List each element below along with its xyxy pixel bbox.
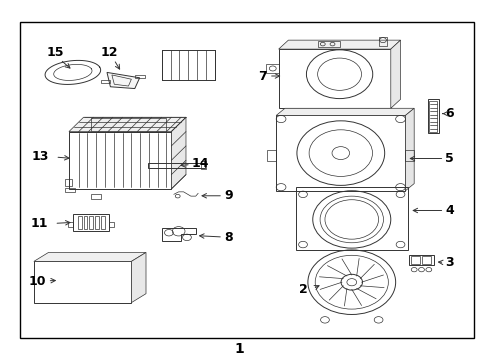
Polygon shape [171,117,185,189]
Bar [278,49,390,108]
Polygon shape [69,117,185,132]
Text: 4: 4 [445,204,453,217]
Text: 11: 11 [31,217,48,230]
Polygon shape [131,252,146,303]
Bar [200,161,206,169]
Bar [65,179,72,186]
Bar [89,216,93,229]
Polygon shape [278,40,400,49]
Polygon shape [276,108,413,116]
Bar [109,222,114,227]
Bar [34,261,131,303]
Text: 3: 3 [445,256,453,269]
Bar [73,214,109,231]
Bar [266,64,278,73]
Bar [410,256,419,264]
Text: 14: 14 [191,157,209,170]
Text: 12: 12 [100,46,118,59]
Text: 5: 5 [445,152,453,165]
Polygon shape [405,108,413,191]
Bar [267,150,276,161]
Bar [408,255,433,265]
Bar [295,187,407,250]
Bar [20,22,473,338]
Bar [378,37,386,45]
Polygon shape [107,72,140,89]
Bar [91,194,101,199]
Text: 8: 8 [224,231,232,244]
Bar [68,222,73,227]
Polygon shape [390,40,400,108]
Text: 7: 7 [257,69,266,82]
Bar [148,163,205,168]
Bar [101,216,105,229]
Bar [427,99,438,134]
Text: 6: 6 [445,107,453,120]
Text: 15: 15 [47,46,64,59]
Bar [276,116,405,191]
Bar [91,118,166,131]
Polygon shape [34,252,146,261]
Text: 9: 9 [224,189,232,202]
Bar [83,216,87,229]
Text: 10: 10 [29,275,46,288]
Bar [317,41,339,47]
Text: 1: 1 [234,342,244,356]
Bar [95,216,99,229]
Bar [428,101,436,132]
Text: 13: 13 [31,150,48,163]
Bar [422,256,430,264]
Text: 2: 2 [299,283,307,296]
Bar [69,132,171,189]
Bar [405,150,413,161]
Bar [78,216,81,229]
Bar [65,188,75,192]
